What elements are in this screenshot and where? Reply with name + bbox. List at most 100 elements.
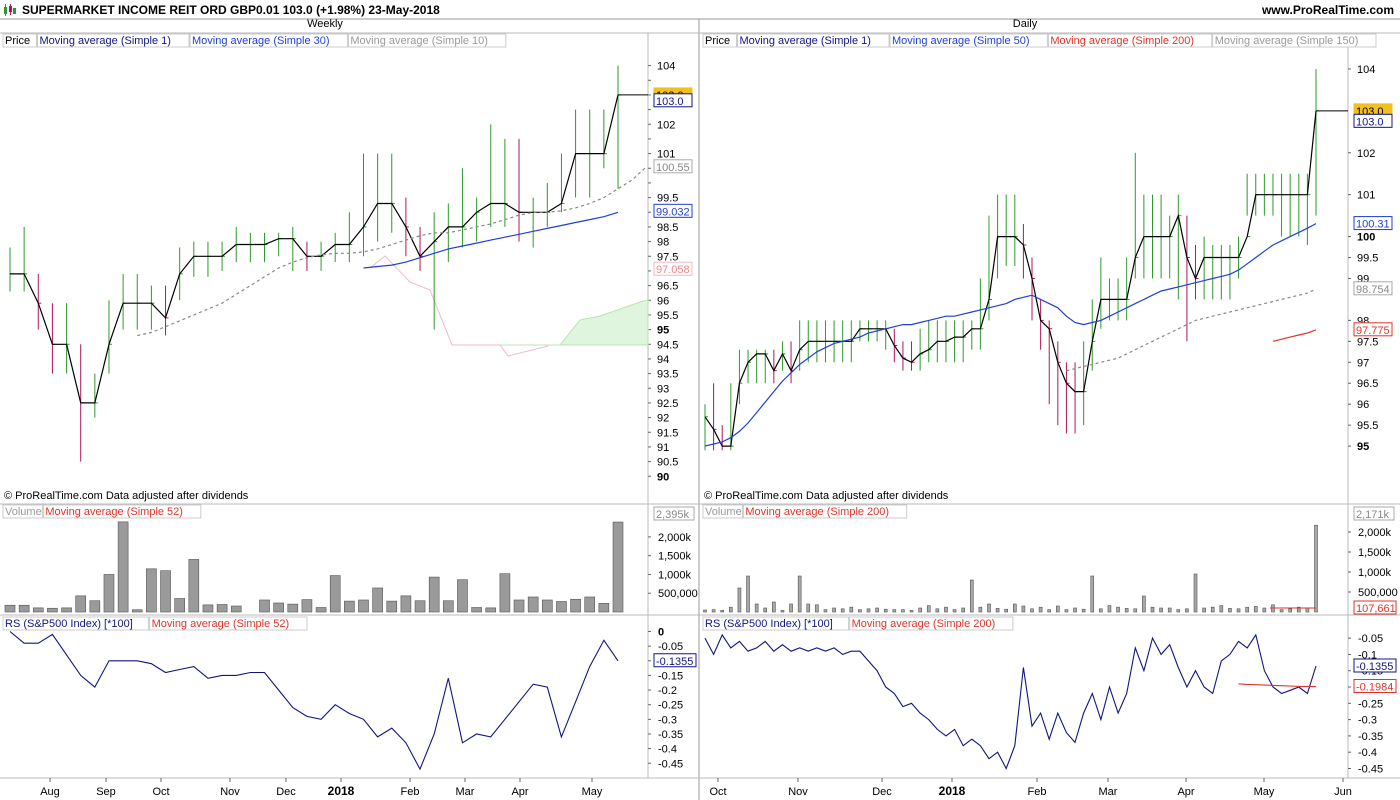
- ma10-line: [137, 166, 647, 337]
- cloud-line: [369, 255, 549, 357]
- rs-y-tick-label: -0.15: [658, 670, 683, 682]
- legend-entry: Price: [705, 35, 730, 47]
- volume-bar: [61, 607, 72, 613]
- x-tick-label: Nov: [788, 786, 808, 798]
- volume-bar: [849, 606, 854, 613]
- volume-bar: [1210, 606, 1215, 613]
- watermark: © ProRealTime.com Data adjusted after di…: [4, 490, 249, 502]
- legend-entry: Moving average (Simple 1): [740, 35, 871, 47]
- legend-entry: Moving average (Simple 200): [1050, 35, 1194, 47]
- volume-bar: [935, 608, 940, 613]
- volume-bar: [823, 609, 828, 613]
- last-value-tag-text: 97.775: [1356, 325, 1390, 337]
- y-tick-label: 90.5: [657, 457, 678, 469]
- legend-box: [189, 33, 348, 48]
- legend-entry: Moving average (Simple 30): [192, 35, 330, 47]
- rs-y-tick-label: -0.05: [1358, 633, 1383, 645]
- volume-bar: [117, 521, 129, 613]
- volume-bar: [1099, 608, 1103, 613]
- volume-bar: [1073, 607, 1077, 613]
- volume-bar: [315, 607, 327, 613]
- volume-bar: [711, 609, 716, 613]
- volume-bar: [1176, 609, 1181, 613]
- legend-entry: Moving average (Simple 50): [892, 35, 1030, 47]
- volume-bar: [400, 595, 412, 613]
- volume-bar: [926, 605, 931, 613]
- x-tick-label: Dec: [276, 786, 296, 798]
- volume-bar: [703, 609, 707, 613]
- volume-bar: [513, 599, 525, 613]
- y-tick-label: 96.5: [1357, 378, 1378, 390]
- volume-bar: [729, 606, 733, 613]
- volume-bar: [202, 604, 214, 613]
- volume-bar: [1228, 608, 1232, 613]
- volume-bar: [944, 606, 948, 613]
- rs-y-tick-label: -0.25: [658, 700, 683, 712]
- volume-bar: [1056, 605, 1060, 613]
- volume-bar: [89, 600, 101, 613]
- volume-bar: [1185, 608, 1189, 613]
- x-tick-label: Aug: [40, 786, 60, 798]
- y-tick-label: 94: [657, 354, 669, 366]
- rs-ma-tag: [1353, 679, 1397, 694]
- volume-bar: [720, 610, 725, 613]
- volume-y-tick-label: 1,500k: [658, 551, 692, 563]
- y-tick-label: 98: [657, 237, 669, 249]
- volume-bar: [1021, 605, 1026, 613]
- x-tick-label: Mar: [1099, 786, 1118, 798]
- volume-bar: [216, 604, 228, 613]
- volume-bar: [1296, 606, 1301, 613]
- volume-bar: [570, 598, 581, 613]
- rs-y-tick-label: -0.45: [1358, 763, 1383, 775]
- volume-bar: [1193, 573, 1198, 613]
- y-tick-label: 96: [1357, 399, 1369, 411]
- volume-bar: [329, 575, 341, 613]
- volume-bar: [174, 598, 185, 613]
- rs-legend-entry: Moving average (Simple 52): [152, 618, 290, 630]
- rs-last-tag: [1353, 658, 1397, 673]
- panel-title: Daily: [1013, 18, 1038, 30]
- legend-box: [37, 33, 190, 48]
- y-tick-label: 101: [657, 149, 675, 161]
- volume-bar: [1202, 607, 1206, 613]
- instrument-title: SUPERMARKET INCOME REIT ORD GBP0.01 103.…: [22, 3, 440, 17]
- y-tick-label: 95.5: [1357, 420, 1378, 432]
- last-value-tag-text: 103.0: [1356, 116, 1384, 128]
- y-tick-label: 97.5: [1357, 336, 1378, 348]
- volume-bar: [47, 607, 58, 613]
- volume-bar: [1107, 605, 1112, 613]
- volume-bar: [1236, 608, 1241, 613]
- volume-last-tag-text: 2,395k: [656, 509, 690, 521]
- x-tick-label: Feb: [1028, 786, 1047, 798]
- volume-bar: [806, 603, 811, 613]
- volume-legend-box: [2, 504, 43, 519]
- volume-y-tick-label: 2,000k: [1358, 527, 1392, 539]
- volume-bar: [832, 607, 836, 613]
- volume-bar: [188, 559, 200, 613]
- volume-bar: [103, 574, 115, 613]
- x-tick-label: Oct: [709, 786, 726, 798]
- ma150-line: [1066, 288, 1317, 372]
- volume-bar: [131, 609, 143, 613]
- volume-bar: [1288, 608, 1292, 613]
- y-tick-label: 93.5: [657, 369, 678, 381]
- volume-bar: [875, 607, 879, 613]
- watermark: © ProRealTime.com Data adjusted after di…: [704, 490, 949, 502]
- y-tick-label: 104: [657, 61, 675, 73]
- volume-bar: [1124, 608, 1129, 613]
- volume-bar: [584, 596, 596, 613]
- last-value-tag-text: 98.754: [1356, 284, 1390, 296]
- website-link[interactable]: www.ProRealTime.com: [1261, 3, 1394, 17]
- rs-y-tick-label: -0.3: [1358, 715, 1377, 727]
- volume-bar: [443, 600, 454, 613]
- volume-ma-tag-text: 107,661: [1356, 603, 1396, 615]
- y-tick-label: 99.5: [1357, 253, 1378, 265]
- last-value-tag: [1353, 113, 1393, 128]
- volume-bar: [556, 601, 567, 613]
- volume-y-tick-label: 500,000: [1358, 587, 1398, 599]
- rs-y-tick-label: -0.3: [658, 714, 677, 726]
- volume-last-tag-text: 2,171k: [1356, 509, 1390, 521]
- y-tick-label: 90: [657, 471, 669, 483]
- volume-bar: [978, 606, 983, 613]
